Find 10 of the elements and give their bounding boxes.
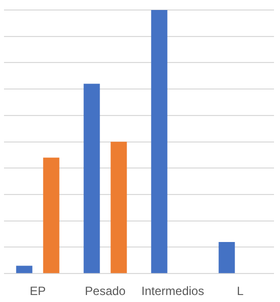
x-tick-label: L <box>236 284 244 298</box>
bar <box>151 10 168 274</box>
bar <box>84 84 100 274</box>
bar <box>110 142 127 274</box>
x-tick-label: EP <box>30 284 46 298</box>
x-tick-label: Pesado <box>84 284 126 298</box>
bar <box>218 242 235 274</box>
bar <box>43 158 60 274</box>
x-tick-label: Intermedios <box>141 284 204 298</box>
bar <box>16 266 32 274</box>
